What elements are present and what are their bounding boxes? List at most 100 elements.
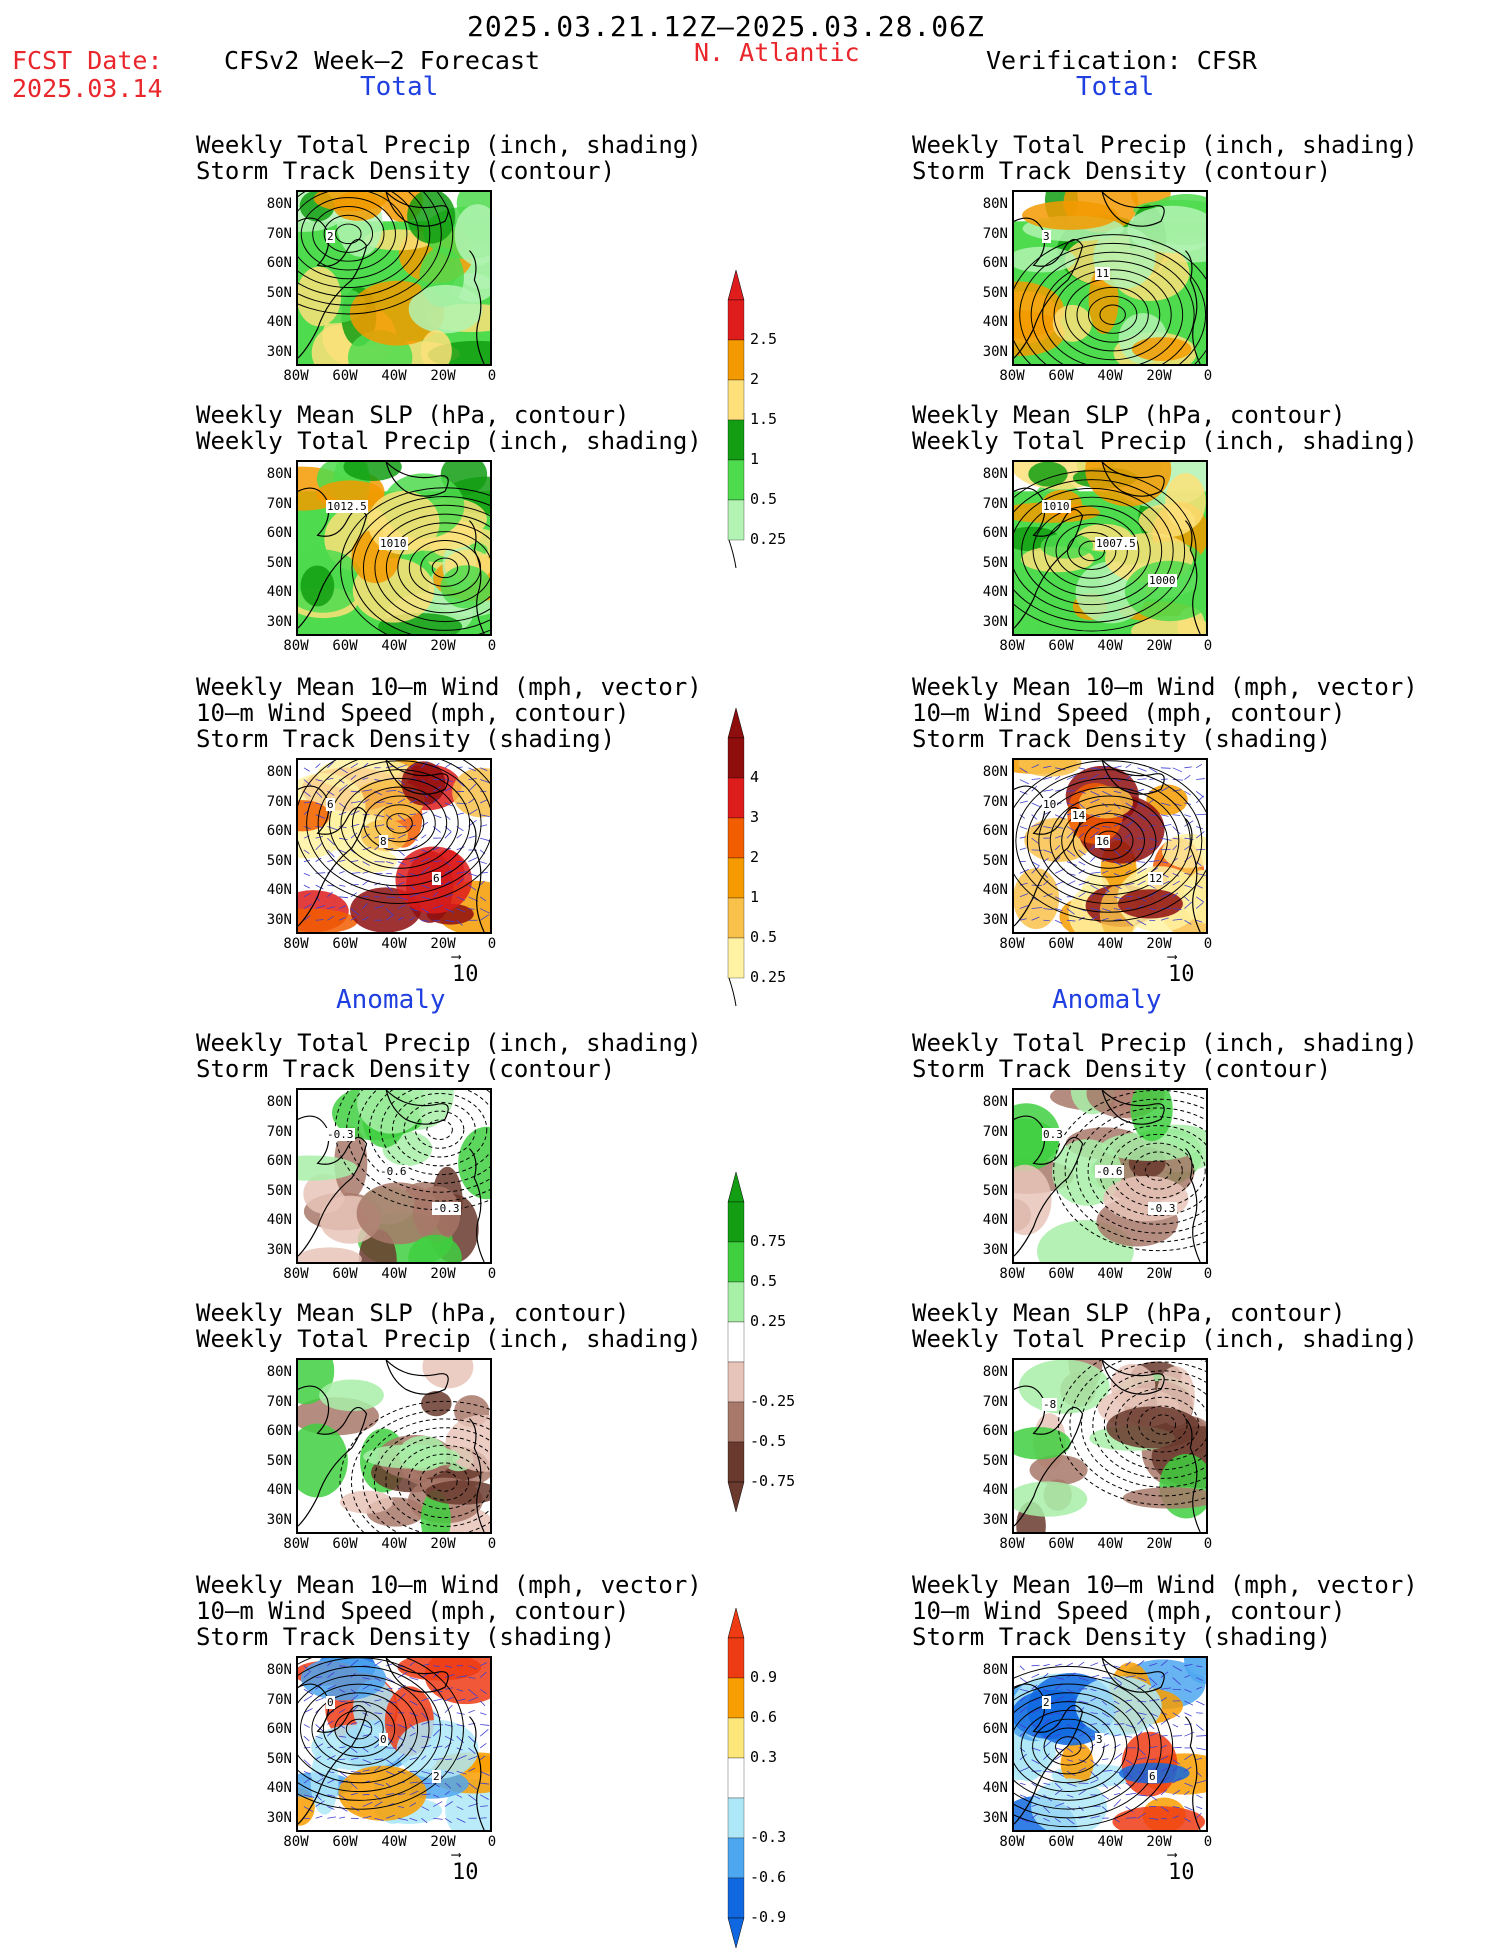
colorbar-label: -0.5 (750, 1432, 786, 1450)
lat-tick-label: 80N (252, 466, 292, 482)
lat-tick-label: 50N (252, 285, 292, 301)
lat-tick-label: 80N (968, 196, 1008, 212)
section-anomaly-left: Anomaly (336, 985, 446, 1015)
colorbar-label: 0.5 (750, 490, 777, 508)
lat-tick-label: 80N (252, 1094, 292, 1110)
colorbar-label: 2 (750, 848, 759, 866)
vector-reference: ⟶10 (1168, 1850, 1195, 1885)
lon-tick-label: 40W (1090, 1834, 1130, 1850)
vector-arrow-icon: ⟶ (452, 1850, 479, 1860)
contour-label: 16 (1095, 835, 1110, 848)
lon-tick-label: 20W (423, 368, 463, 384)
lat-tick-label: 30N (252, 1242, 292, 1258)
lat-tick-label: 70N (968, 226, 1008, 242)
lon-tick-label: 20W (1139, 1536, 1179, 1552)
lat-tick-label: 60N (252, 525, 292, 541)
map-fc-precip-total (296, 190, 492, 366)
lon-tick-label: 80W (276, 1536, 316, 1552)
vector-ref-label: 10 (452, 1860, 479, 1885)
lon-tick-label: 60W (1041, 1266, 1081, 1282)
contour-label: -0.6 (1095, 1165, 1124, 1178)
colorbar-label: 2 (750, 370, 759, 388)
lon-tick-label: 80W (992, 1266, 1032, 1282)
lat-tick-label: 70N (252, 496, 292, 512)
lon-tick-label: 60W (1041, 368, 1081, 384)
colorbar-label: 0.25 (750, 1312, 786, 1330)
lat-tick-label: 40N (252, 584, 292, 600)
lon-tick-label: 40W (374, 1266, 414, 1282)
lat-tick-label: 30N (252, 614, 292, 630)
contour-label: 8 (379, 835, 388, 848)
lat-tick-label: 30N (968, 1512, 1008, 1528)
lat-tick-label: 50N (252, 1183, 292, 1199)
colorbar-label: -0.75 (750, 1472, 795, 1490)
vector-arrow-icon: ⟶ (1168, 952, 1195, 962)
panel-title-fc-wind-anom: Weekly Mean 10–m Wind (mph, vector) 10–m… (196, 1572, 592, 1650)
lat-tick-label: 80N (968, 466, 1008, 482)
lat-tick-label: 60N (968, 823, 1008, 839)
lon-tick-label: 40W (1090, 1266, 1130, 1282)
lat-tick-label: 40N (252, 1780, 292, 1796)
section-anomaly-right: Anomaly (1052, 985, 1162, 1015)
vector-reference: ⟶10 (1168, 952, 1195, 987)
lat-tick-label: 30N (968, 1242, 1008, 1258)
vector-arrow-icon: ⟶ (1168, 1850, 1195, 1860)
lon-tick-label: 0 (472, 638, 512, 654)
lon-tick-label: 0 (472, 936, 512, 952)
contour-label: 1000 (1148, 574, 1177, 587)
lat-tick-label: 70N (252, 1394, 292, 1410)
lon-tick-label: 60W (325, 936, 365, 952)
lon-tick-label: 80W (276, 1266, 316, 1282)
section-total-right: Total (1076, 72, 1154, 102)
lat-tick-label: 80N (252, 1364, 292, 1380)
lat-tick-label: 30N (252, 344, 292, 360)
forecast-title: CFSv2 Week–2 Forecast (224, 46, 540, 75)
lat-tick-label: 60N (252, 255, 292, 271)
contour-label: 12 (1148, 872, 1163, 885)
contour-label: -0.6 (379, 1165, 408, 1178)
lon-tick-label: 60W (325, 368, 365, 384)
lon-tick-label: 40W (1090, 638, 1130, 654)
lon-tick-label: 60W (1041, 1834, 1081, 1850)
lat-tick-label: 50N (968, 1751, 1008, 1767)
colorbar-label: 1.5 (750, 410, 777, 428)
region-title: N. Atlantic (694, 38, 860, 67)
lat-tick-label: 30N (252, 1810, 292, 1826)
lon-tick-label: 40W (1090, 368, 1130, 384)
colorbar-label: -0.3 (750, 1828, 786, 1846)
lat-tick-label: 40N (252, 1482, 292, 1498)
lon-tick-label: 0 (472, 1266, 512, 1282)
lon-tick-label: 0 (1188, 1834, 1228, 1850)
panel-title-fc-slp-total: Weekly Mean SLP (hPa, contour) Weekly To… (196, 402, 592, 454)
lon-tick-label: 60W (1041, 638, 1081, 654)
colorbar-label: -0.9 (750, 1908, 786, 1926)
panel-title-vf-precip-anom: Weekly Total Precip (inch, shading) Stor… (912, 1030, 1308, 1082)
contour-label: -0.3 (432, 1202, 461, 1215)
fcst-date-value: 2025.03.14 (12, 74, 163, 103)
lon-tick-label: 80W (276, 1834, 316, 1850)
colorbar-label: 1 (750, 888, 759, 906)
contour-label: 0.3 (1042, 1128, 1064, 1141)
lat-tick-label: 50N (968, 555, 1008, 571)
contour-label: 6 (1148, 1770, 1157, 1783)
lon-tick-label: 80W (992, 1536, 1032, 1552)
map-vf-slp-anom (1012, 1358, 1208, 1534)
colorbar-precip_total (726, 270, 746, 574)
lon-tick-label: 0 (472, 368, 512, 384)
lon-tick-label: 0 (1188, 936, 1228, 952)
lon-tick-label: 80W (992, 936, 1032, 952)
colorbar-label: 0.25 (750, 530, 786, 548)
lat-tick-label: 70N (968, 1394, 1008, 1410)
lat-tick-label: 30N (968, 912, 1008, 928)
lat-tick-label: 40N (968, 1482, 1008, 1498)
lat-tick-label: 70N (252, 226, 292, 242)
colorbar-label: 0.9 (750, 1668, 777, 1686)
panel-title-vf-wind-total: Weekly Mean 10–m Wind (mph, vector) 10–m… (912, 674, 1308, 752)
lat-tick-label: 50N (252, 1751, 292, 1767)
contour-label: 2 (326, 230, 335, 243)
lon-tick-label: 20W (423, 1536, 463, 1552)
contour-label: -0.3 (326, 1128, 355, 1141)
lat-tick-label: 40N (968, 1212, 1008, 1228)
lat-tick-label: 70N (968, 794, 1008, 810)
lat-tick-label: 70N (252, 794, 292, 810)
